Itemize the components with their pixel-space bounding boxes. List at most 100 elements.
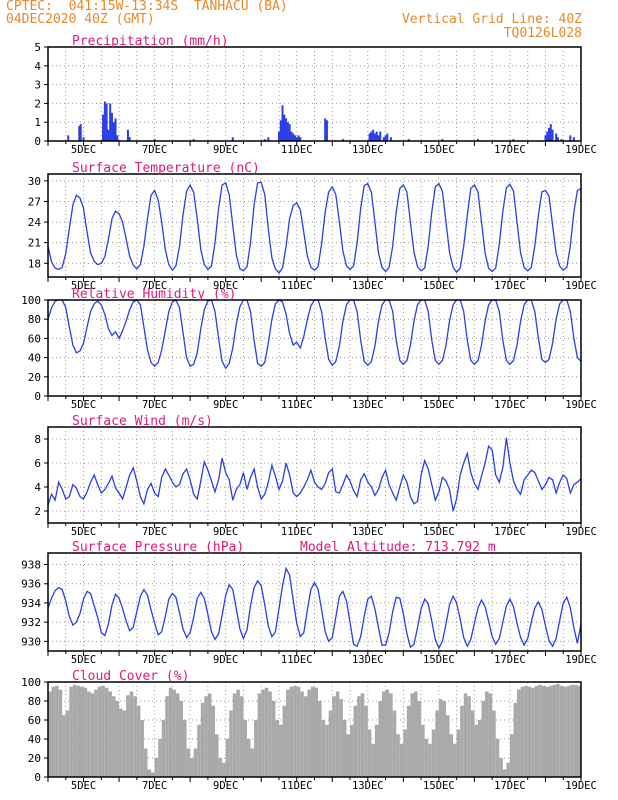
humidity-xtick-label: 17DEC bbox=[494, 399, 526, 411]
cloud-cover-bar bbox=[566, 685, 571, 777]
precipitation-bar bbox=[560, 139, 563, 141]
cloud-cover-bar bbox=[129, 691, 134, 777]
precipitation-bar bbox=[107, 129, 110, 141]
pressure-xtick-label: 13DEC bbox=[352, 654, 384, 666]
precipitation-ytick-label: 5 bbox=[34, 41, 41, 54]
temperature-ytick-label: 27 bbox=[28, 195, 41, 208]
header-grid-note: Vertical Grid Line: 40Z bbox=[401, 12, 582, 27]
cloud-cover-bar bbox=[211, 705, 216, 777]
cloud-cover-bar bbox=[83, 687, 88, 777]
cloud-cover-bar bbox=[161, 720, 166, 777]
cloud-cover-bar bbox=[399, 743, 404, 777]
cloud-cover-ytick-label: 0 bbox=[34, 771, 41, 784]
cloud-cover-bar bbox=[254, 720, 258, 777]
temperature-ytick-label: 30 bbox=[28, 175, 41, 188]
pressure-ytick-label: 938 bbox=[21, 559, 41, 572]
cloud-cover-bar bbox=[183, 720, 187, 777]
cloud-cover-bar bbox=[289, 686, 294, 777]
cloud-cover-bar bbox=[58, 689, 63, 777]
header-run-date: 04DEC2020 40Z (GMT) bbox=[6, 12, 155, 27]
precipitation-bar bbox=[283, 114, 286, 141]
precipitation-bar bbox=[572, 137, 575, 141]
wind-ytick-label: 8 bbox=[34, 433, 41, 446]
cloud-cover-bar bbox=[261, 689, 265, 777]
humidity-ytick-label: 60 bbox=[28, 332, 41, 345]
precipitation-xtick-label: 7DEC bbox=[142, 144, 167, 156]
cloud-cover-bar bbox=[367, 729, 372, 777]
cloud-cover-bar bbox=[222, 762, 226, 777]
precipitation-bar bbox=[277, 131, 280, 141]
cloud-cover-bar bbox=[229, 710, 233, 777]
precipitation-xtick-label: 17DEC bbox=[494, 144, 526, 156]
cloud-cover-bar bbox=[257, 693, 262, 777]
cloud-cover-bar bbox=[488, 693, 493, 777]
cloud-cover-bar bbox=[534, 685, 539, 777]
cloud-cover-bar bbox=[492, 710, 496, 777]
cloud-cover-ytick-label: 100 bbox=[21, 676, 41, 689]
cloud-cover-bar bbox=[570, 684, 574, 777]
precipitation-bar bbox=[285, 118, 288, 141]
pressure-subtitle: Model Altitude: 713.792 m bbox=[300, 540, 496, 555]
cloud-cover-ytick-label: 80 bbox=[28, 695, 41, 708]
cloud-cover-bar bbox=[509, 734, 514, 777]
cloud-cover-bar bbox=[200, 702, 205, 777]
humidity-xtick-label: 19DEC bbox=[565, 399, 597, 411]
precipitation-bar bbox=[78, 125, 81, 141]
cloud-cover-bar bbox=[90, 693, 95, 777]
cloud-cover-bar bbox=[268, 691, 272, 777]
cloud-cover-bar bbox=[453, 743, 457, 777]
cloud-cover-bar bbox=[140, 720, 144, 777]
precipitation-bar bbox=[192, 139, 195, 141]
wind-xtick-label: 17DEC bbox=[494, 526, 526, 538]
precipitation-bar bbox=[548, 127, 551, 141]
cloud-cover-bar bbox=[158, 739, 162, 777]
cloud-cover-bar bbox=[335, 691, 340, 777]
cloud-cover-bar bbox=[87, 691, 91, 777]
wind-xtick-label: 7DEC bbox=[142, 526, 167, 538]
cloud-cover-bar bbox=[577, 685, 581, 777]
cloud-cover-bar bbox=[378, 701, 383, 777]
precipitation-xtick-label: 19DEC bbox=[565, 144, 597, 156]
precipitation-bar bbox=[379, 131, 382, 141]
precipitation-xtick-label: 15DEC bbox=[423, 144, 455, 156]
cloud-cover-bar bbox=[332, 696, 336, 777]
cloud-cover-bar bbox=[502, 769, 507, 777]
cloud-cover-bar bbox=[172, 689, 176, 777]
cloud-cover-bar bbox=[119, 708, 123, 777]
precipitation-bar bbox=[368, 133, 371, 141]
cloud-cover-bar bbox=[541, 685, 546, 777]
wind-xtick-label: 19DEC bbox=[565, 526, 597, 538]
cloud-cover-bar bbox=[438, 699, 443, 777]
cloud-cover-bar bbox=[275, 720, 279, 777]
cloud-cover-bar bbox=[51, 686, 56, 777]
temperature-xtick-label: 7DEC bbox=[142, 280, 167, 292]
precipitation-bar bbox=[556, 137, 559, 141]
cloud-cover-bar bbox=[520, 686, 525, 777]
precipitation-bar bbox=[263, 139, 266, 141]
wind-xtick-label: 15DEC bbox=[423, 526, 455, 538]
humidity-xtick-label: 13DEC bbox=[352, 399, 384, 411]
wind-xtick-label: 5DEC bbox=[71, 526, 96, 538]
cloud-cover-xtick-label: 17DEC bbox=[494, 780, 526, 792]
cloud-cover-bar bbox=[357, 696, 361, 777]
humidity-title: Relative Humidity (%) bbox=[72, 287, 236, 302]
precipitation-bar bbox=[79, 124, 82, 141]
precipitation-bar bbox=[290, 131, 293, 141]
cloud-cover-bar bbox=[236, 689, 240, 777]
precipitation-xtick-label: 13DEC bbox=[352, 144, 384, 156]
cloud-cover-bar bbox=[403, 729, 407, 777]
precipitation-bar bbox=[128, 137, 131, 141]
cloud-cover-bar bbox=[485, 691, 489, 777]
precipitation-bar bbox=[292, 133, 295, 141]
cloud-cover-bar bbox=[250, 748, 255, 777]
precipitation-bar bbox=[544, 135, 547, 141]
pressure-xtick-label: 7DEC bbox=[142, 654, 167, 666]
cloud-cover-bar bbox=[371, 743, 375, 777]
humidity-xtick-label: 5DEC bbox=[71, 399, 96, 411]
precipitation-bar bbox=[267, 137, 270, 141]
precipitation-bar bbox=[153, 139, 156, 141]
cloud-cover-bar bbox=[527, 686, 532, 777]
cloud-cover-bar bbox=[573, 684, 578, 777]
cloud-cover-bar bbox=[310, 686, 315, 777]
precipitation-bar bbox=[281, 105, 284, 141]
